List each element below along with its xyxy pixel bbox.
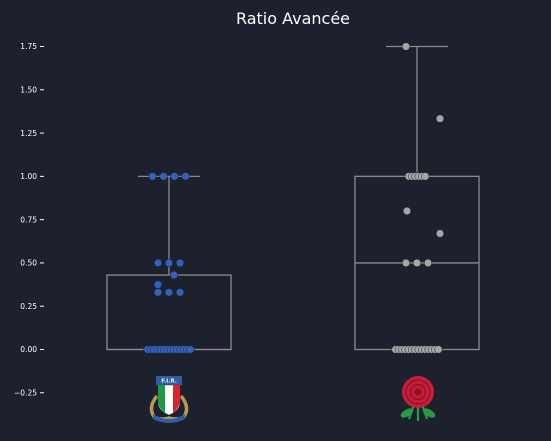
data-point: [435, 114, 445, 123]
box-england: [354, 45, 480, 351]
y-tick-label: 1.00: [20, 172, 37, 181]
box-iqr: [106, 274, 232, 351]
shield-green: [158, 385, 165, 413]
shield-red: [173, 385, 180, 413]
data-point: [153, 258, 163, 267]
data-point: [170, 172, 179, 181]
leaf-icon: [400, 408, 414, 418]
data-point: [153, 288, 163, 297]
rose-petal-ring: [405, 379, 431, 405]
data-point: [435, 229, 445, 238]
y-tick-label: 0.75: [20, 215, 37, 224]
data-point: [434, 345, 443, 354]
data-point: [164, 258, 174, 267]
y-tick-label: 1.25: [20, 129, 37, 138]
data-point: [175, 258, 185, 267]
y-tick-label: 1.75: [20, 42, 37, 51]
ribbon-icon: [153, 414, 185, 423]
italy-logo: F.I.R.: [149, 376, 189, 423]
data-point: [401, 42, 411, 51]
y-tick-label: −0.25: [14, 388, 37, 397]
data-point: [402, 206, 412, 216]
y-axis: −0.25 0.00 0.25 0.50 0.75 1.00 1.25 1.50 1.75: [14, 42, 44, 397]
data-point: [181, 172, 190, 181]
laurel-icon: [149, 394, 189, 421]
y-tick-label: 0.00: [20, 345, 37, 354]
data-point: [164, 288, 174, 297]
data-point: [186, 345, 195, 354]
data-point: [169, 270, 179, 280]
rose-center: [414, 388, 422, 396]
data-point: [412, 258, 422, 267]
leaf-icon: [422, 408, 436, 418]
data-point: [159, 172, 168, 181]
data-points: [143, 42, 445, 354]
box-plots: [106, 45, 480, 351]
data-point: [153, 280, 163, 289]
data-point: [148, 172, 157, 181]
chart-title: Ratio Avancée: [236, 9, 350, 28]
fir-logo-text: F.I.R.: [161, 379, 177, 385]
data-point: [401, 258, 411, 267]
data-point: [421, 172, 430, 181]
data-point: [175, 288, 185, 297]
y-tick-label: 0.25: [20, 302, 37, 311]
fir-banner: [156, 376, 182, 385]
y-tick-label: 0.50: [20, 259, 37, 268]
england-logo: [400, 376, 436, 421]
rose-petal-ring: [409, 383, 427, 401]
y-tick-label: 1.50: [20, 85, 37, 94]
data-point: [423, 258, 433, 267]
